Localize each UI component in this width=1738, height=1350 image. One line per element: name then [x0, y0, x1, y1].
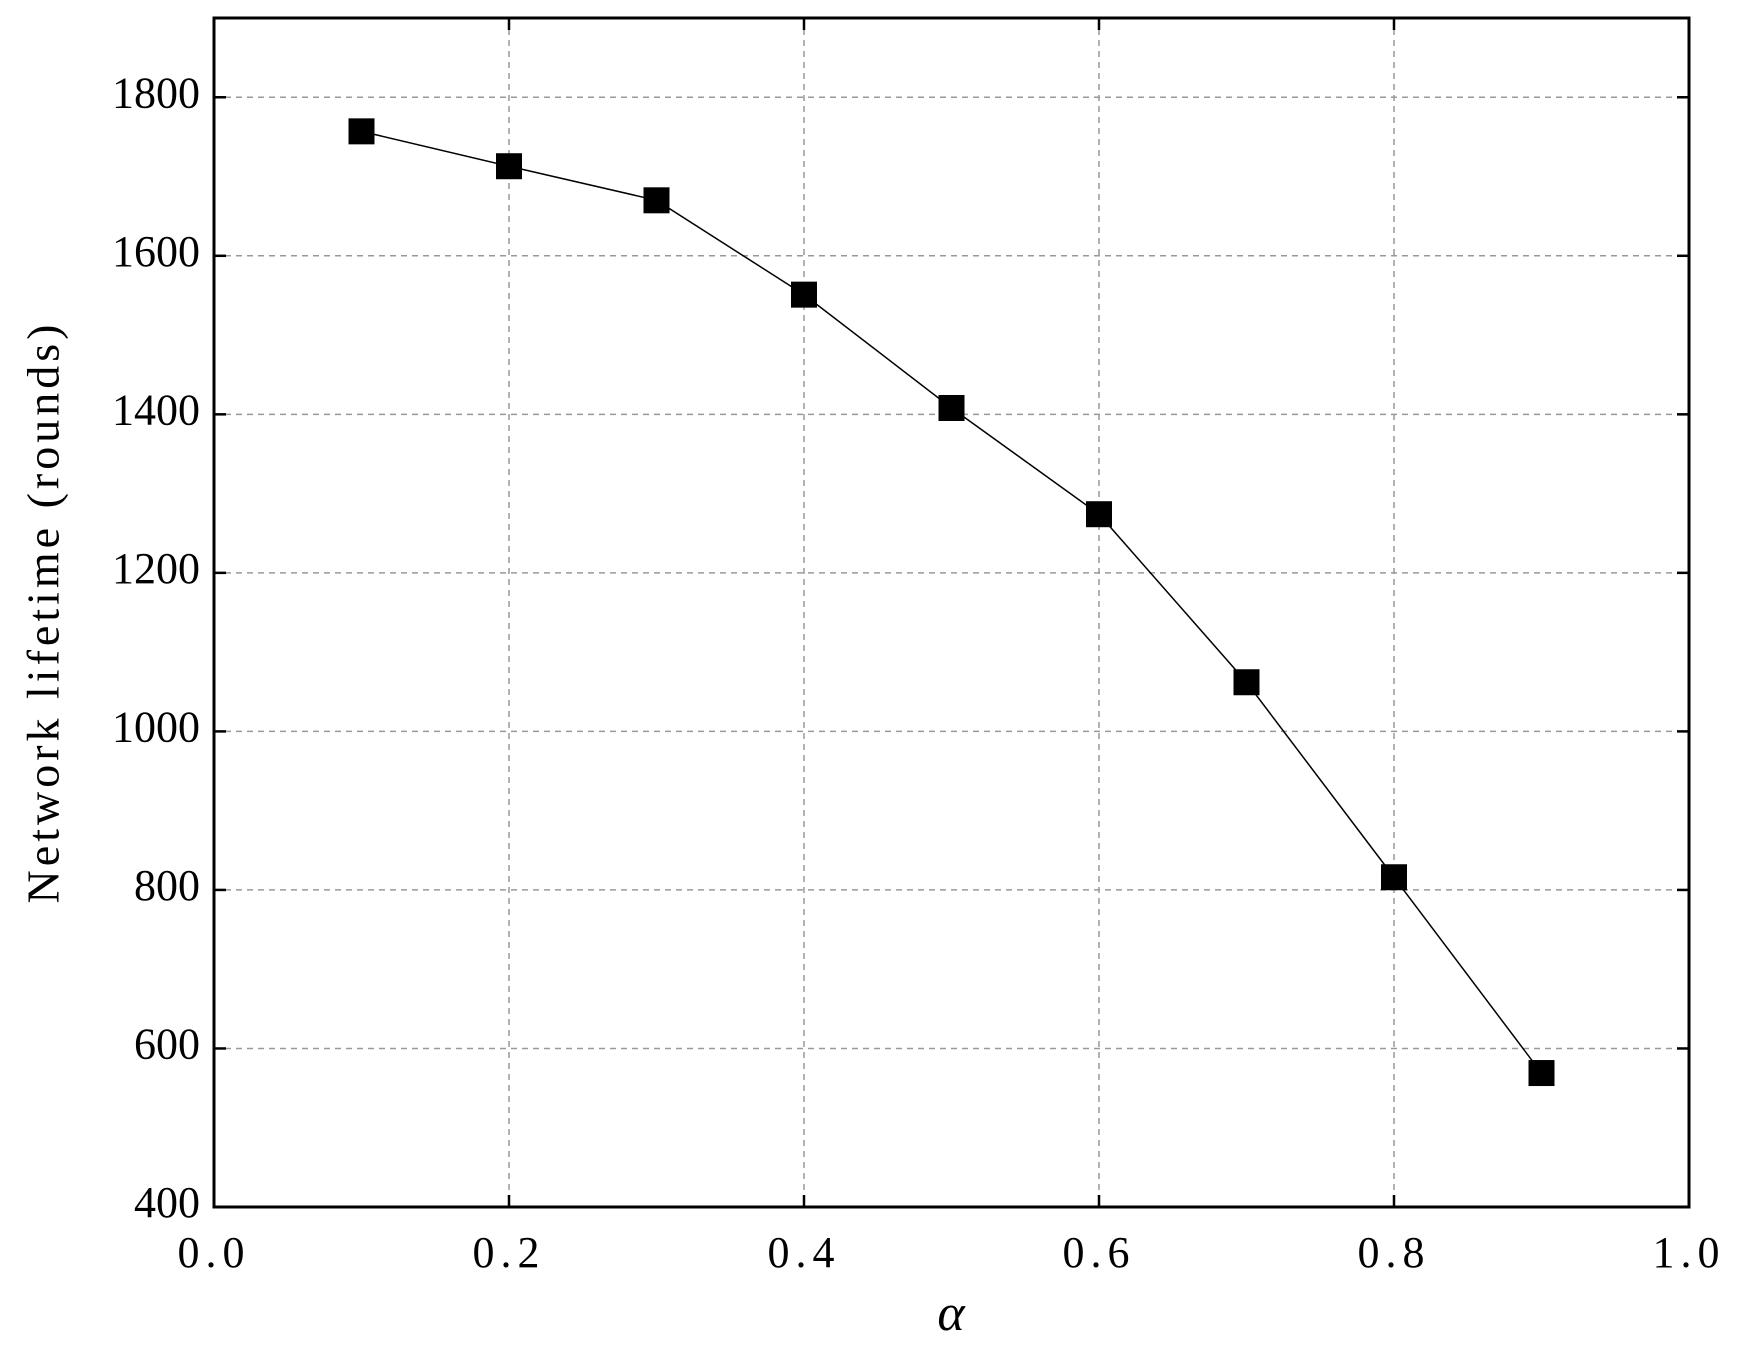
point-marker: [1086, 501, 1112, 528]
x-tick-label: 1.0: [1653, 1228, 1726, 1277]
y-tick-label: 1600: [112, 227, 200, 276]
y-tick-label: 1400: [112, 385, 200, 434]
y-tick-label: 1800: [112, 68, 200, 117]
point-marker: [496, 153, 522, 180]
y-tick-label: 600: [134, 1020, 200, 1069]
plot-frame: [212, 16, 1691, 1209]
point-marker: [643, 187, 670, 214]
point-marker: [1528, 1060, 1555, 1087]
point-marker: [348, 118, 375, 145]
x-tick-label: 0.6: [1063, 1228, 1136, 1277]
x-tick-label: 0.2: [473, 1228, 546, 1277]
x-axis-label: α: [937, 1285, 966, 1342]
y-tick-label: 1000: [112, 702, 200, 751]
point-marker: [791, 281, 817, 308]
x-tick-label: 0.0: [178, 1228, 251, 1277]
y-tick-label: 400: [134, 1178, 200, 1227]
y-tick-label: 1200: [112, 544, 200, 593]
y-axis-label: Network lifetime (rounds): [18, 321, 69, 904]
x-tick-label: 0.8: [1358, 1228, 1431, 1277]
point-marker: [1381, 864, 1407, 891]
series-line: [361, 130, 1543, 1074]
x-tick-label: 0.4: [768, 1228, 841, 1277]
point-marker: [1233, 669, 1260, 696]
y-tick-label: 800: [134, 861, 200, 910]
point-marker: [938, 394, 965, 421]
